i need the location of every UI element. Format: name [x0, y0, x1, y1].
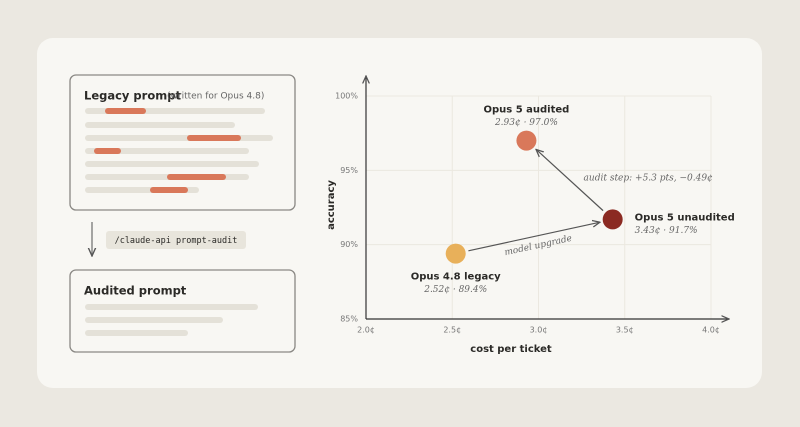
point: [445, 243, 466, 264]
box-subtitle: (written for Opus 4.8): [167, 92, 264, 102]
y-axis-label: accuracy: [326, 180, 337, 230]
x-tick-label: 2.0¢: [357, 326, 375, 335]
command-pill: [106, 231, 246, 249]
y-tick-label: 100%: [335, 92, 358, 101]
arrow: [468, 222, 600, 252]
x-tick-label: 3.5¢: [616, 326, 634, 335]
legacy-box: Legacy prompt (written for Opus 4.8): [69, 74, 296, 211]
point: [516, 130, 537, 151]
y-tick-label: 85%: [340, 315, 358, 324]
x-tick-label: 2.5¢: [443, 326, 461, 335]
point-name: Opus 4.8 legacy: [411, 272, 501, 283]
value-label: 2.93¢ · 97.0%: [494, 118, 558, 128]
command: /claude-api prompt-audit: [115, 236, 238, 246]
point-name: Opus 5 unaudited: [635, 212, 735, 223]
chart: cost per ticket accuracy 85% 90% 95% 100% 2.…: [326, 76, 735, 355]
annotation: audit step: +5.3 pts, −0.49¢: [584, 173, 714, 183]
x-tick-label: 4.0¢: [702, 326, 720, 335]
box-title: Audited prompt: [84, 284, 187, 298]
arrow: [536, 149, 604, 212]
audited-box: Audited prompt: [69, 269, 296, 353]
value-label: 3.43¢ · 91.7%: [635, 226, 698, 236]
value-label: 2.52¢ · 89.4%: [423, 285, 487, 295]
y-tick-label: 95%: [340, 166, 358, 175]
point: [602, 209, 623, 230]
x-axis-label: cost per ticket: [470, 344, 552, 355]
point-name: Opus 5 audited: [484, 105, 570, 116]
y-tick-label: 90%: [340, 240, 358, 249]
x-tick-label: 3.0¢: [530, 326, 548, 335]
box-title: Legacy prompt: [84, 89, 181, 103]
